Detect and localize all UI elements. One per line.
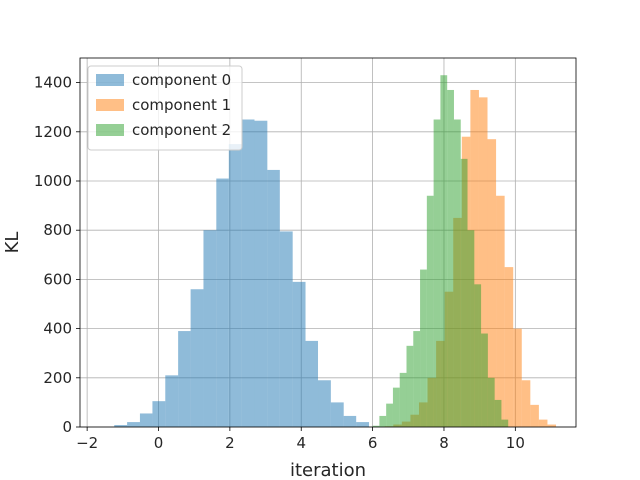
histogram-bar (114, 425, 128, 427)
histogram-bar (530, 404, 539, 427)
histogram-bar (453, 119, 461, 427)
histogram-bar (481, 333, 488, 427)
histogram-bar (538, 419, 548, 427)
y-tick-label: 400 (43, 320, 72, 338)
histogram-bar (292, 281, 306, 427)
histogram-bar (487, 139, 497, 427)
histogram-bar (501, 419, 509, 427)
y-tick-label: 1200 (34, 123, 72, 141)
legend-label: component 2 (132, 121, 231, 139)
x-tick-label: 2 (225, 434, 235, 452)
y-tick-label: 1000 (34, 172, 72, 190)
histogram-bar (547, 424, 557, 427)
legend-label: component 0 (132, 71, 231, 89)
y-axis-label: KL (2, 232, 23, 254)
histogram-bar (426, 195, 434, 427)
legend: component 0 component 1 component 2 (87, 65, 243, 151)
histogram-bar (254, 120, 268, 427)
histogram-bar (228, 144, 242, 427)
histogram-bar (386, 403, 393, 427)
histogram-bar (406, 345, 414, 427)
series-0-bars (114, 119, 370, 427)
histogram-bar (127, 422, 140, 427)
histogram-bar (513, 328, 522, 427)
legend-swatch (96, 99, 124, 111)
histogram-bar (165, 375, 179, 427)
histogram-bar (139, 413, 153, 427)
x-axis-ticks: −2 0 2 4 6 8 10 (76, 427, 525, 452)
y-tick-label: 200 (43, 369, 72, 387)
histogram-bar (241, 119, 255, 427)
x-tick-label: 8 (439, 434, 449, 452)
x-tick-label: 0 (154, 434, 164, 452)
legend-swatch (96, 124, 124, 136)
x-tick-label: 6 (368, 434, 378, 452)
histogram-bar (413, 331, 421, 427)
histogram-bar (267, 169, 280, 427)
histogram-bar (487, 377, 495, 427)
histogram-bar (467, 230, 475, 427)
x-axis-label: iteration (290, 460, 366, 480)
histogram-bar (318, 380, 331, 427)
histogram-bar (440, 75, 448, 427)
histogram-bar (379, 415, 387, 427)
histogram-bar (474, 284, 482, 427)
histogram-bar (399, 372, 407, 427)
y-tick-label: 1400 (34, 74, 72, 92)
histogram-bar (330, 402, 344, 427)
histogram-bar (152, 401, 166, 427)
histogram-bar (470, 89, 479, 427)
histogram-bar (496, 195, 505, 427)
histogram-bar (494, 399, 502, 427)
histogram-bar (372, 425, 380, 427)
histogram-bar (478, 97, 488, 428)
y-axis-ticks: 0 200 400 600 800 1000 1200 1400 (34, 74, 80, 436)
legend-swatch (96, 74, 124, 86)
histogram-bar (279, 231, 293, 427)
x-tick-label: 4 (296, 434, 306, 452)
histogram-bar (504, 267, 514, 427)
legend-label: component 1 (132, 96, 231, 114)
histogram-bar (203, 230, 217, 427)
histogram-bar (343, 415, 357, 427)
plot-frame (79, 57, 577, 428)
y-tick-label: 0 (62, 418, 72, 436)
histogram-bar (178, 331, 191, 427)
y-tick-label: 800 (43, 221, 72, 239)
y-tick-label: 600 (43, 270, 72, 288)
legend-box (87, 65, 243, 151)
histogram-bar (420, 269, 427, 427)
x-tick-label: 10 (506, 434, 525, 452)
histogram-bar (460, 158, 468, 428)
series-2-bars (372, 75, 509, 428)
histogram-bar (216, 178, 229, 427)
histogram-bar (305, 340, 319, 427)
x-tick-label: −2 (76, 434, 98, 452)
histogram-bar (447, 89, 454, 427)
histogram-bars (114, 75, 557, 428)
histogram-bar (521, 380, 531, 427)
histogram-bar (392, 387, 400, 427)
histogram-bar (433, 119, 441, 427)
histogram-bar (356, 422, 370, 427)
histogram-bar (190, 289, 204, 427)
